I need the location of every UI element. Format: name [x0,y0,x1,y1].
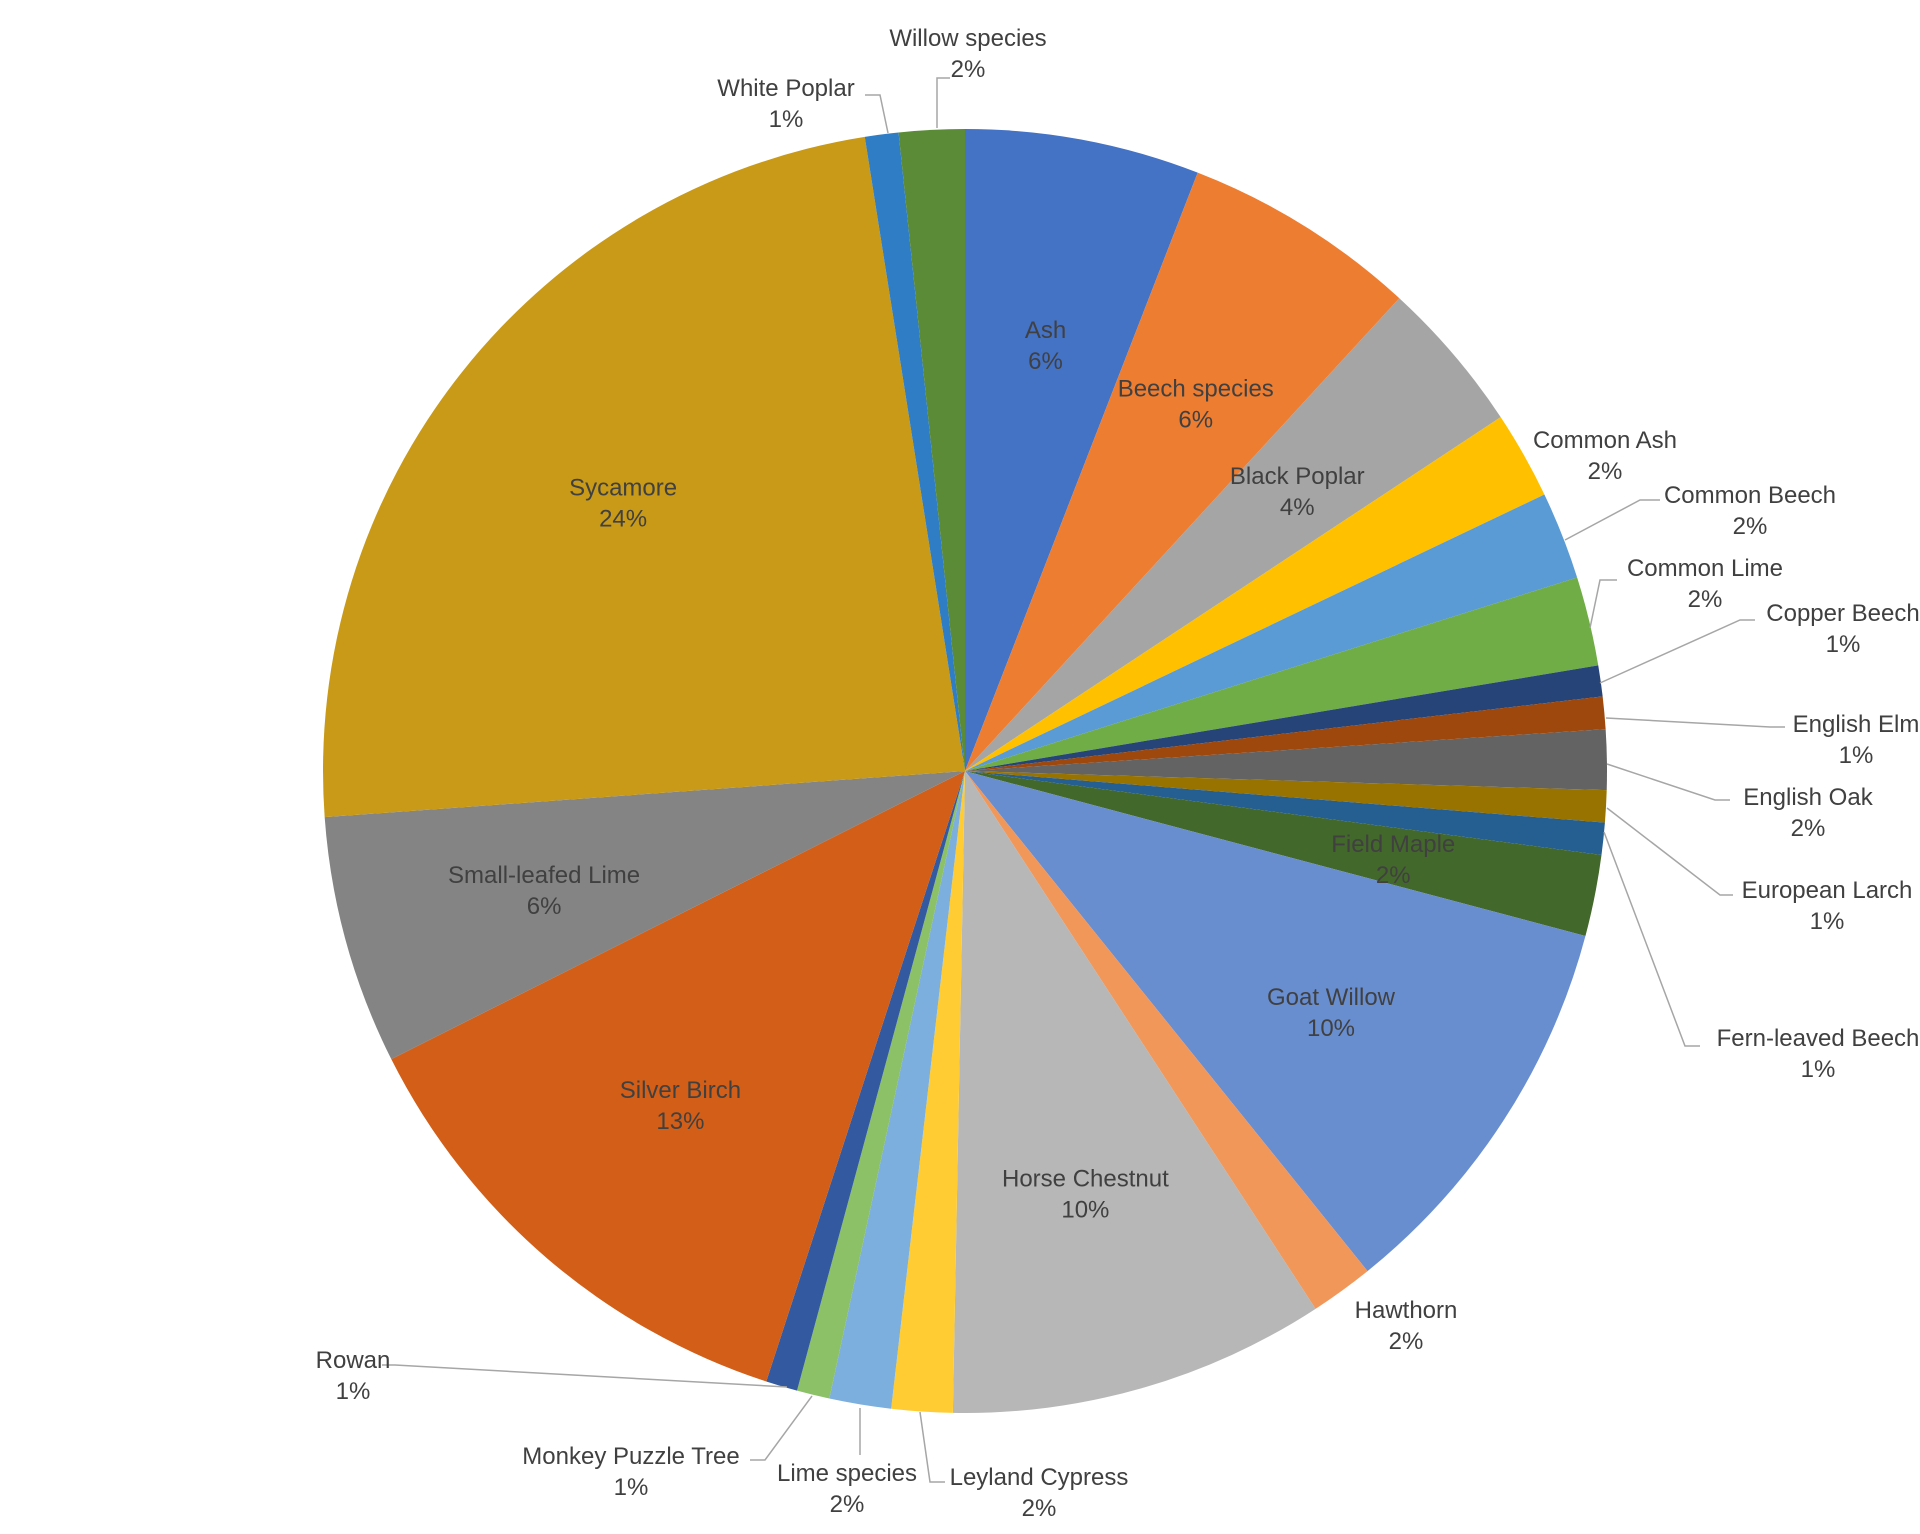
pie-slice-black-poplar [965,298,1501,771]
slice-label-fern-leaved-beech: Fern-leaved Beech 1% [1717,1025,1920,1083]
pie-slice-common-lime [965,577,1599,771]
pie-slice-monkey-puzzle-tree [797,771,965,1399]
pie-slice-fern-leaved-beech [965,771,1605,855]
pie-slice-willow-species [898,129,965,771]
leader-line-copper-beech [1599,619,1755,684]
leader-line-rowan [382,1364,788,1388]
pie-slice-common-ash [965,417,1545,771]
slice-label-hawthorn: Hawthorn 2% [1355,1297,1458,1355]
slice-label-field-maple: Field Maple 2% [1331,831,1455,889]
slice-label-willow-species: Willow species 2% [889,25,1046,83]
pie-slice-goat-willow [965,771,1586,1272]
pie-slice-rowan [766,771,965,1391]
pie-slice-field-maple [965,771,1602,936]
slice-label-rowan: Rowan 1% [316,1347,391,1405]
slice-label-european-larch: European Larch 1% [1742,877,1913,935]
slice-label-copper-beech: Copper Beech 1% [1766,600,1919,658]
pie-slice-lime-species [829,771,965,1409]
slice-label-lime-species: Lime species 2% [777,1460,917,1518]
slice-label-goat-willow: Goat Willow 10% [1267,984,1396,1042]
labels-layer: Ash 6% Beech species 6% Black Poplar 4% Common… [316,25,1920,1522]
pie-slice-silver-birch [391,771,966,1382]
slice-label-black-poplar: Black Poplar 4% [1230,463,1365,521]
pie-slice-horse-chestnut [952,771,1316,1413]
slice-label-english-oak: English Oak 2% [1743,784,1873,842]
leader-line-common-beech [1564,499,1660,541]
leader-line-english-elm [1605,717,1785,728]
pie-slice-common-beech [965,494,1578,771]
slice-label-leyland-cypress: Leyland Cypress 2% [950,1464,1129,1522]
leader-line-european-larch [1606,807,1733,896]
leader-line-fern-leaved-beech [1603,831,1700,1047]
leader-line-willow-species [936,77,950,128]
leader-line-leyland-cypress [919,1411,945,1483]
slice-label-horse-chestnut: Horse Chestnut 10% [1002,1166,1169,1224]
slice-label-beech-species: Beech species 6% [1118,375,1274,433]
pie-slice-european-larch [965,771,1607,823]
pie-slice-white-poplar [864,132,965,772]
pie-slice-copper-beech [965,665,1603,771]
pie-slice-english-oak [965,729,1607,791]
slices-layer [323,129,1607,1413]
pie-slice-sycamore [323,136,965,818]
slice-label-ash: Ash 6% [1025,317,1066,375]
slice-label-small-leafed-lime: Small-leafed Lime 6% [448,862,640,920]
pie-slice-english-elm [965,696,1606,771]
leader-line-monkey-puzzle-tree [750,1395,813,1461]
pie-slice-leyland-cypress [891,771,965,1413]
slice-label-common-ash: Common Ash 2% [1533,427,1677,485]
leader-line-white-poplar [865,94,889,134]
leader-line-english-oak [1606,763,1730,801]
pie-slice-ash [965,129,1198,771]
leader-line-common-lime [1589,579,1617,629]
slice-label-monkey-puzzle-tree: Monkey Puzzle Tree 1% [522,1443,739,1501]
slice-label-common-beech: Common Beech 2% [1664,482,1836,540]
slice-label-english-elm: English Elm 1% [1793,711,1920,769]
pie-slice-small-leafed-lime [324,771,966,1060]
pie-slice-hawthorn [965,771,1368,1309]
slice-label-silver-birch: Silver Birch 13% [620,1077,741,1135]
slice-label-common-lime: Common Lime 2% [1627,555,1783,613]
leader-lines-layer [382,77,1785,1483]
slice-label-sycamore: Sycamore 24% [569,475,677,533]
slice-label-white-poplar: White Poplar 1% [717,75,854,133]
pie-slice-beech-species [965,172,1400,771]
